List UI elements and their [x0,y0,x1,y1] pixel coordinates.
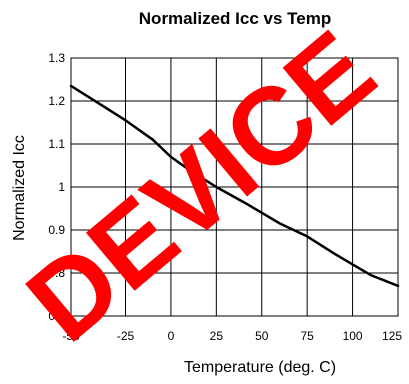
x-tick-label: 75 [300,329,314,343]
y-tick-label: 1.3 [48,51,65,65]
x-tick-label: -55 [62,329,80,343]
series-line [69,84,400,288]
y-tick-label: 1.2 [48,94,65,108]
x-tick-label: -25 [117,329,135,343]
x-tick-labels: -55 -25 0 25 50 75 100 125 [62,329,402,343]
y-tick-labels: 1.3 1.2 1.1 1 0.9 0.8 0.7 [48,51,65,323]
x-tick-label: 125 [382,329,402,343]
y-tick-label: 1.1 [48,137,65,151]
x-tick-label: 100 [343,329,363,343]
x-tick-label: 0 [168,329,175,343]
y-tick-label: 1 [58,180,65,194]
chart-title: Normalized Icc vs Temp [139,9,331,28]
y-tick-label: 0.8 [48,266,65,280]
plot-frame [70,57,399,317]
y-tick-label: 0.9 [48,223,65,237]
x-tick-label: 25 [210,329,224,343]
x-tick-label: 50 [255,329,269,343]
y-axis-label: Normalized Icc [11,135,28,241]
y-tick-label: 0.7 [48,309,65,323]
x-axis-label: Temperature (deg. C) [184,359,336,376]
